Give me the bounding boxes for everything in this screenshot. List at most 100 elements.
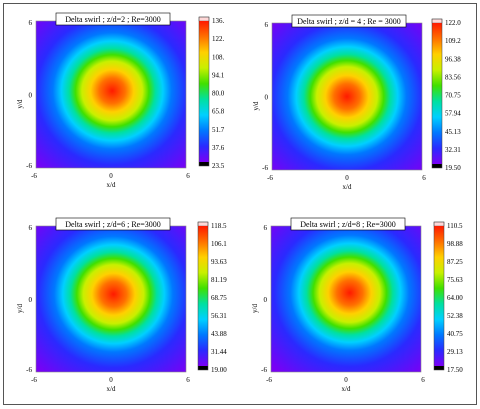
figure-canvas: Delta swirl ; z/d=2 ; Re=3000 6 0 -6 y/d -6 0 6… <box>16 12 463 393</box>
colorbar-tick-label: 106.1 <box>211 240 227 248</box>
panel-3: Delta swirl ; z/d=6 ; Re=3000 6 0 -6 y/d -6 0 6… <box>16 217 227 393</box>
colorbar-tick-label: 56.31 <box>211 312 227 320</box>
colorbar-tick-label: 40.75 <box>447 330 463 338</box>
colorbar-bottom-cap <box>198 366 208 370</box>
colorbar-tick-label: 45.13 <box>445 128 461 136</box>
colorbar-tick-label: 64.00 <box>447 294 463 302</box>
colorbar-top-cap <box>198 16 210 22</box>
colorbar-tick-label: 52.38 <box>447 312 463 320</box>
heatmap-field <box>36 21 186 168</box>
heatmap-field <box>36 226 186 372</box>
colorbar-tick-label: 43.88 <box>211 330 227 338</box>
y-tick-label: -6 <box>26 366 32 374</box>
x-axis-label: x/d <box>107 181 116 189</box>
title-box <box>290 217 406 231</box>
x-tick-label: -6 <box>267 174 273 182</box>
colorbar-bottom-cap <box>432 164 442 168</box>
x-axis-label: x/d <box>107 385 116 393</box>
x-tick-label: 6 <box>421 376 425 384</box>
figure-frame: Delta swirl ; z/d=2 ; Re=3000 6 0 -6 y/d -6 0 6… <box>3 3 477 405</box>
title-box <box>55 217 171 231</box>
colorbar-tick-label: 70.75 <box>445 92 461 100</box>
y-tick-label: 6 <box>265 21 269 29</box>
x-axis-label: x/d <box>342 385 351 393</box>
y-tick-label: 0 <box>29 92 33 100</box>
heatmap-field <box>272 23 422 170</box>
colorbar-tick-label: 23.5 <box>212 162 225 170</box>
panel-4: Delta swirl ; z/d=8 ; Re=3000 6 0 -6 y/d -6 0 6… <box>251 217 463 393</box>
colorbar-tick-label: 75.63 <box>447 276 463 284</box>
colorbar-gradient <box>199 21 209 162</box>
colorbar-gradient <box>432 23 442 164</box>
colorbar-tick-label: 98.88 <box>447 240 463 248</box>
colorbar-tick-label: 108. <box>212 53 225 61</box>
x-tick-label: 6 <box>422 174 426 182</box>
colorbar-top-cap <box>433 221 445 227</box>
y-tick-label: 0 <box>265 94 269 102</box>
x-axis-label: x/d <box>343 183 352 191</box>
title-box <box>55 12 171 26</box>
colorbar-tick-label: 136. <box>212 17 225 25</box>
y-tick-label: -6 <box>261 366 267 374</box>
x-tick-label: -6 <box>31 172 37 180</box>
x-tick-label: 0 <box>344 376 348 384</box>
colorbar-tick-label: 96.38 <box>445 55 461 63</box>
colorbar-tick-label: 19.50 <box>445 164 461 172</box>
x-tick-label: 0 <box>345 174 349 182</box>
y-axis-label: y/d <box>252 101 260 110</box>
chart-title: Delta swirl ; z/d=6 ; Re=3000 <box>65 220 160 229</box>
chart-title: Delta swirl ; z/d = 4 ; Re = 3000 <box>297 17 400 26</box>
colorbar-border <box>198 16 210 167</box>
colorbar-gradient <box>198 226 208 366</box>
y-tick-label: 6 <box>29 224 33 232</box>
colorbar-tick-label: 87.25 <box>447 258 463 266</box>
y-tick-label: 6 <box>29 19 33 27</box>
panel-2: Delta swirl ; z/d = 4 ; Re = 3000 6 0 -6 y/d… <box>252 14 461 191</box>
x-tick-label: -6 <box>31 376 37 384</box>
x-tick-label: 0 <box>109 376 113 384</box>
y-tick-label: -6 <box>262 164 268 172</box>
colorbar-bottom-cap <box>434 366 444 370</box>
colorbar-gradient <box>434 226 444 366</box>
x-tick-label: -6 <box>266 376 272 384</box>
colorbar-tick-label: 65.8 <box>212 108 225 116</box>
x-tick-label: 6 <box>186 172 190 180</box>
colorbar-tick-label: 37.6 <box>212 144 225 152</box>
panel-1: Delta swirl ; z/d=2 ; Re=3000 6 0 -6 y/d -6 0 6… <box>16 12 225 189</box>
title-box <box>291 14 407 28</box>
colorbar-tick-label: 110.5 <box>447 222 463 230</box>
heatmap-field <box>271 226 421 372</box>
colorbar-top-cap <box>431 18 443 24</box>
colorbar-border <box>431 18 443 169</box>
y-tick-label: 0 <box>264 296 268 304</box>
colorbar-tick-label: 109.2 <box>445 37 461 45</box>
y-tick-label: 0 <box>29 296 33 304</box>
colorbar-tick-label: 29.13 <box>447 348 463 356</box>
colorbar-tick-label: 83.56 <box>445 73 461 81</box>
x-tick-label: 0 <box>109 172 113 180</box>
chart-title: Delta swirl ; z/d=2 ; Re=3000 <box>65 15 160 24</box>
colorbar-bottom-cap <box>199 162 209 166</box>
y-axis-label: y/d <box>16 304 24 313</box>
chart-title: Delta swirl ; z/d=8 ; Re=3000 <box>300 220 395 229</box>
colorbar-tick-label: 51.7 <box>212 126 225 134</box>
colorbar-tick-label: 57.94 <box>445 110 461 118</box>
colorbar-tick-label: 31.44 <box>211 348 227 356</box>
y-tick-label: -6 <box>26 162 32 170</box>
colorbar-tick-label: 19.00 <box>211 366 227 374</box>
x-tick-label: 6 <box>186 376 190 384</box>
colorbar-tick-label: 81.19 <box>211 276 227 284</box>
y-tick-label: 6 <box>264 224 268 232</box>
colorbar-border <box>433 221 445 371</box>
y-axis-label: y/d <box>251 304 259 313</box>
colorbar-tick-label: 32.31 <box>445 146 461 154</box>
colorbar-tick-label: 17.50 <box>447 366 463 374</box>
colorbar-top-cap <box>197 221 209 227</box>
colorbar-tick-label: 94.1 <box>212 71 225 79</box>
colorbar-tick-label: 93.63 <box>211 258 227 266</box>
colorbar-tick-label: 80.0 <box>212 90 225 98</box>
colorbar-tick-label: 68.75 <box>211 294 227 302</box>
y-axis-label: y/d <box>16 99 24 108</box>
colorbar-border <box>197 221 209 371</box>
colorbar-tick-label: 118.5 <box>211 222 227 230</box>
